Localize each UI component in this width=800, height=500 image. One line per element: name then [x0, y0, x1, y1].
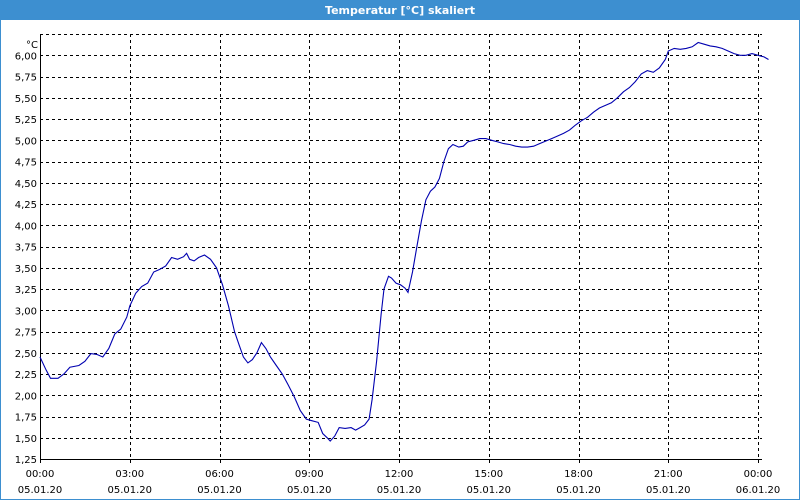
x-tick-date: 05.01.20	[556, 485, 601, 496]
x-tick-date: 05.01.20	[377, 485, 422, 496]
y-tick-label: 4,00	[15, 221, 37, 232]
y-tick-label: 1,50	[15, 434, 37, 445]
y-tick-label: 5,00	[15, 136, 37, 147]
window-title: Temperatur [°C] skaliert	[1, 1, 799, 20]
y-tick-label: 2,75	[15, 328, 37, 339]
x-tick-time: 12:00	[385, 469, 414, 480]
x-tick-date: 05.01.20	[18, 485, 63, 496]
y-tick-label: 4,25	[15, 200, 37, 211]
y-tick-label: 1,75	[15, 413, 37, 424]
x-tick-date: 05.01.20	[287, 485, 332, 496]
x-tick-time: 06:00	[205, 469, 234, 480]
y-tick-label: 3,75	[15, 243, 37, 254]
x-tick-time: 00:00	[744, 469, 773, 480]
y-tick-label: 2,00	[15, 391, 37, 402]
y-tick-label: 3,00	[15, 306, 37, 317]
y-tick-label: 2,25	[15, 370, 37, 381]
x-tick-date: 05.01.20	[107, 485, 152, 496]
x-tick-time: 09:00	[295, 469, 324, 480]
x-tick-time: 18:00	[564, 469, 593, 480]
y-tick-label: 5,75	[15, 73, 37, 84]
y-tick-label: 1,25	[15, 455, 37, 466]
x-tick-time: 21:00	[654, 469, 683, 480]
y-axis-unit: °C	[26, 40, 38, 51]
y-tick-label: 5,25	[15, 115, 37, 126]
x-tick-date: 06.01.20	[736, 485, 781, 496]
temperature-series-line	[39, 41, 769, 442]
x-tick-date: 05.01.20	[646, 485, 691, 496]
x-tick-time: 15:00	[474, 469, 503, 480]
y-tick-label: 4,50	[15, 179, 37, 190]
y-tick-label: 6,00	[15, 51, 37, 62]
x-tick-time: 00:00	[26, 469, 55, 480]
x-tick-date: 05.01.20	[466, 485, 511, 496]
y-tick-label: 3,25	[15, 285, 37, 296]
y-tick-label: 5,50	[15, 94, 37, 105]
y-tick-label: 4,75	[15, 158, 37, 169]
y-tick-label: 3,50	[15, 264, 37, 275]
x-tick-time: 03:00	[115, 469, 144, 480]
x-tick-date: 05.01.20	[197, 485, 242, 496]
y-tick-label: 2,50	[15, 349, 37, 360]
